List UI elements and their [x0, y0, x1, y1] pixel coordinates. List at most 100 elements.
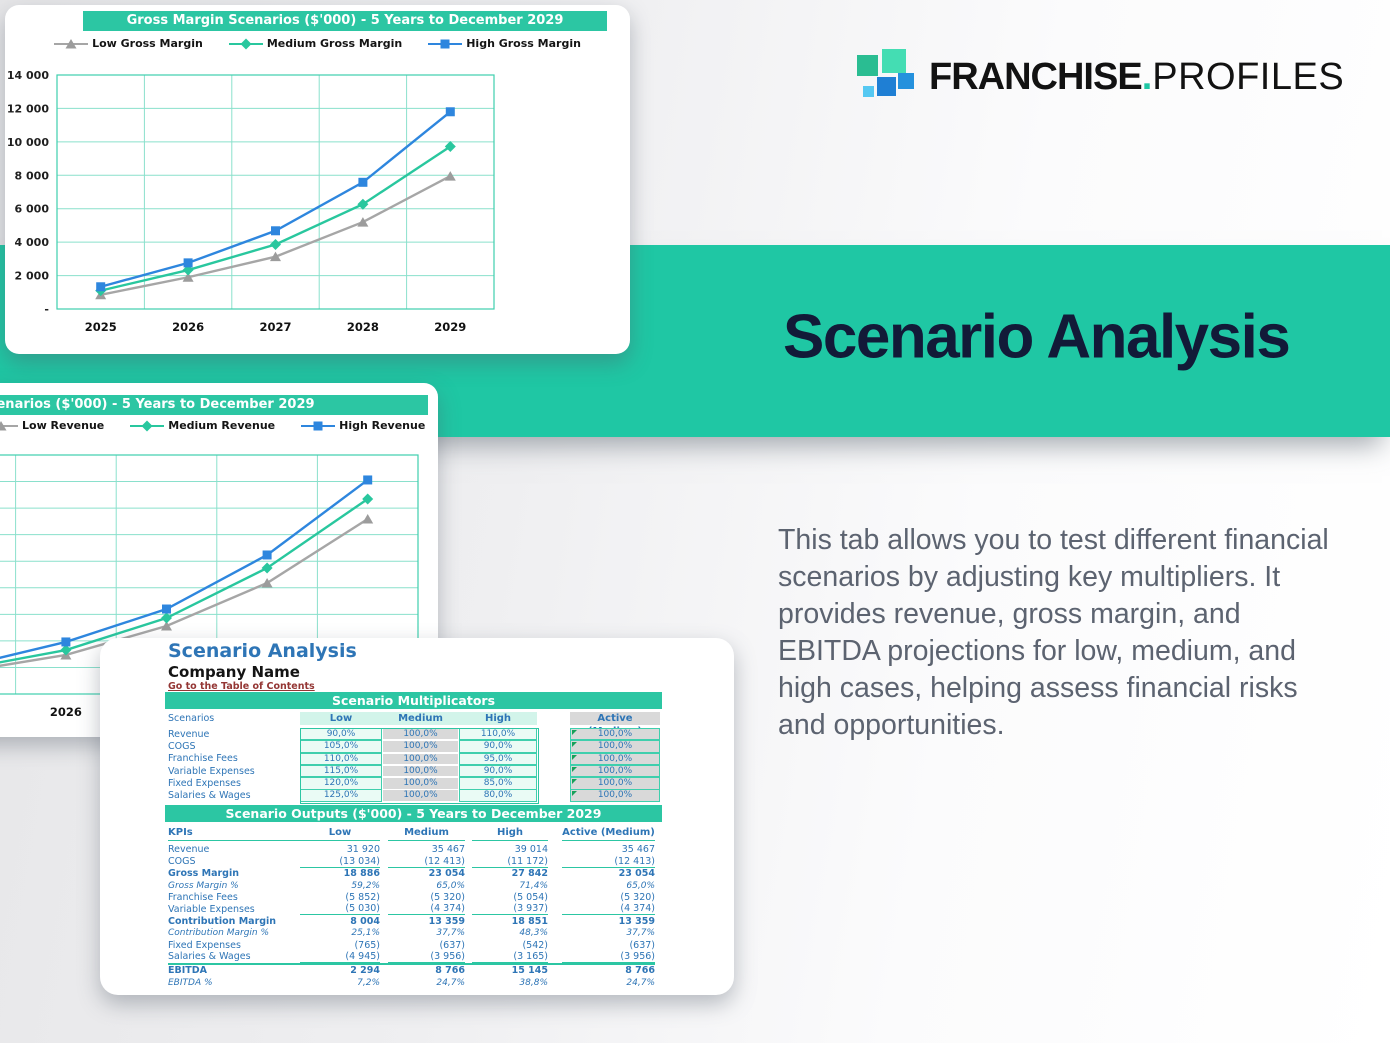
output-value: (4 374) [562, 903, 655, 916]
output-value: (13 034) [300, 856, 380, 868]
output-value: (4 374) [388, 903, 465, 916]
cell-medium[interactable]: 100,0% [382, 777, 459, 790]
output-row-label: Fixed Expenses [168, 939, 241, 951]
gross-margin-chart-title: Gross Margin Scenarios ($'000) - 5 Years… [83, 11, 607, 31]
output-row-label: Gross Margin [168, 868, 239, 880]
high-revenue-marker [363, 475, 373, 485]
table-row: Salaries & Wages 125,0% 100,0% 80,0% 100,0% [168, 789, 660, 802]
output-value: 7,2% [357, 977, 380, 988]
cell-medium[interactable]: 100,0% [382, 727, 459, 741]
brand-text: FRANCHISE.PROFILES [929, 46, 1344, 108]
output-row-label: Franchise Fees [168, 892, 238, 903]
output-row: Contribution Margin % 25,1% 37,7% 48,3% 37,7… [168, 927, 655, 939]
table-row: Variable Expenses 115,0% 100,0% 90,0% 100,0% [168, 764, 660, 778]
cell-active-dropdown[interactable]: 100,0% [570, 727, 660, 741]
cell-high[interactable]: 85,0% [459, 777, 537, 790]
revenue-chart-legend: Low Revenue Medium Revenue High Revenue [0, 419, 425, 432]
cell-low[interactable]: 115,0% [300, 764, 382, 778]
revenue-chart-title: Revenue Scenarios ($'000) - 5 Years to D… [0, 395, 428, 415]
medium-revenue-marker [161, 612, 172, 624]
cell-spacer [537, 778, 570, 788]
legend-marker [440, 39, 450, 48]
outputs-table: Revenue 31 920 35 467 39 014 35 467 COGS (13 0… [168, 844, 655, 989]
cell-high[interactable]: 90,0% [459, 740, 537, 753]
output-row: EBITDA 2 294 8 766 15 145 8 766 [168, 965, 655, 977]
low-gross-margin-marker [357, 217, 369, 227]
triangle-marker-icon [0, 420, 18, 430]
y-axis-tick: 6 000 [15, 203, 50, 216]
legend-item-medium-revenue: Medium Revenue [130, 419, 275, 432]
output-value: 48,3% [519, 928, 548, 939]
cell-medium[interactable]: 100,0% [382, 764, 459, 778]
sheet-title: Scenario Analysis [168, 640, 357, 662]
output-value: (12 413) [562, 856, 655, 868]
cell-low[interactable]: 110,0% [300, 752, 382, 765]
low-revenue-marker [362, 513, 374, 524]
cell-high[interactable]: 80,0% [459, 789, 537, 802]
output-row: Revenue 31 920 35 467 39 014 35 467 [168, 844, 655, 856]
high-gross-margin-marker [183, 258, 193, 268]
output-value: 35 467 [621, 844, 655, 856]
output-row: Contribution Margin 8 004 13 359 18 851 13 3… [168, 915, 655, 927]
row-label: Variable Expenses [168, 765, 255, 777]
cell-high[interactable]: 90,0% [459, 764, 537, 778]
low-revenue-marker [261, 577, 273, 588]
output-value: 27 842 [511, 868, 548, 880]
cell-high[interactable]: 95,0% [459, 752, 537, 765]
medium-revenue-marker [60, 644, 72, 656]
y-axis-tick: 10 000 [7, 136, 49, 149]
x-axis-label: 2028 [347, 320, 379, 334]
cell-low[interactable]: 90,0% [300, 727, 382, 741]
output-row-label: Contribution Margin % [168, 928, 270, 939]
chart-card-gross-margin: Gross Margin Scenarios ($'000) - 5 Years… [5, 5, 630, 354]
cell-active-dropdown[interactable]: 100,0% [570, 740, 660, 753]
y-axis-tick: - [44, 303, 49, 316]
row-label: Fixed Expenses [168, 777, 241, 789]
table-of-contents-link[interactable]: Go to the Table of Contents [168, 681, 315, 692]
hero-title: Scenario Analysis [783, 302, 1291, 372]
cell-active-dropdown[interactable]: 100,0% [570, 752, 660, 765]
cell-medium[interactable]: 100,0% [382, 740, 459, 753]
cell-low[interactable]: 105,0% [300, 740, 382, 753]
cell-spacer [537, 729, 570, 739]
outputs-column-headers: KPIs Low Medium High Active (Medium) [168, 826, 655, 841]
output-row-label: COGS [168, 856, 196, 868]
legend-label: Low Revenue [22, 419, 105, 432]
square-marker-icon [428, 39, 463, 48]
legend-label: High Gross Margin [466, 37, 581, 50]
output-header-medium: Medium [388, 826, 465, 841]
cell-high[interactable]: 110,0% [459, 727, 537, 741]
output-value: 59,2% [351, 880, 380, 891]
output-value: 13 359 [618, 915, 655, 927]
legend-marker [65, 38, 77, 48]
triangle-marker-icon [54, 38, 89, 48]
output-row: Salaries & Wages (4 945) (3 956) (3 165) (3 … [168, 951, 655, 963]
output-value: (637) [439, 939, 465, 951]
x-axis-label: 2026 [172, 320, 204, 334]
gross-margin-chart-svg: - 2 000 4 000 6 000 8 000 10 000 12 000 14 000 2… [7, 69, 495, 334]
output-value: 35 467 [431, 844, 465, 856]
legend-label: Low Gross Margin [92, 37, 203, 50]
cell-spacer [537, 766, 570, 776]
cell-medium[interactable]: 100,0% [382, 752, 459, 765]
y-axis-tick: 2 000 [15, 270, 50, 283]
column-header-high: High [459, 712, 537, 725]
cell-low[interactable]: 120,0% [300, 777, 382, 790]
diamond-marker-icon [130, 420, 165, 431]
output-value: (5 852) [345, 892, 380, 903]
cell-medium[interactable]: 100,0% [382, 789, 459, 802]
cell-active-dropdown[interactable]: 100,0% [570, 777, 660, 790]
high-gross-margin-marker [271, 226, 280, 236]
output-value: (11 172) [472, 856, 548, 868]
output-value: 24,7% [436, 977, 465, 988]
output-value: (542) [522, 939, 548, 951]
cell-spacer [537, 754, 570, 764]
cell-low[interactable]: 125,0% [300, 789, 382, 802]
output-value: (4 945) [300, 951, 380, 963]
table-row: Revenue 90,0% 100,0% 110,0% 100,0% [168, 727, 660, 741]
brand-separator: . [1141, 56, 1153, 98]
multiplicators-section-header: Scenario Multiplicators [165, 692, 662, 709]
cell-active-dropdown[interactable]: 100,0% [570, 764, 660, 778]
gross-margin-chart-legend: Low Gross Margin Medium Gross Margin High … [5, 37, 630, 50]
cell-active-dropdown[interactable]: 100,0% [570, 789, 660, 802]
